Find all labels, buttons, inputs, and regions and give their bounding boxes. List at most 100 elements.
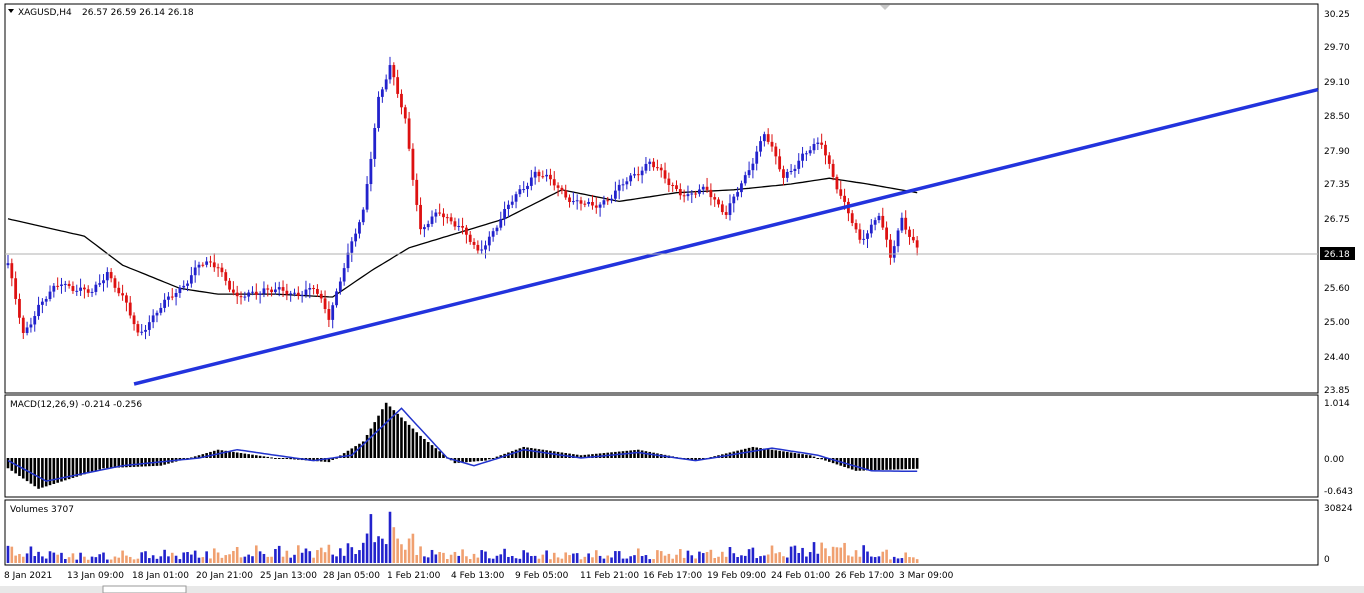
candle-body	[193, 267, 197, 276]
candle-body	[289, 293, 293, 295]
macd-histogram-bar	[266, 456, 270, 458]
candle-body	[625, 181, 629, 185]
macd-histogram-bar	[312, 458, 315, 461]
macd-histogram-bar	[877, 458, 881, 471]
volume-bar	[144, 551, 147, 563]
candle-body	[770, 141, 774, 147]
volume-bar	[763, 555, 766, 563]
candle-body	[56, 285, 60, 287]
candle-body	[205, 261, 209, 265]
macd-histogram-bar	[79, 458, 82, 476]
candle-body	[228, 280, 231, 290]
candle-body	[182, 285, 186, 288]
candle-body	[591, 201, 594, 206]
candle-body	[365, 184, 369, 210]
chart-tab[interactable]	[102, 585, 187, 593]
candle-body	[579, 200, 583, 204]
volume-bar	[415, 554, 419, 563]
macd-histogram-bar	[121, 458, 124, 468]
candle-body	[350, 241, 354, 253]
candle-body	[468, 234, 472, 242]
macd-histogram-bar	[411, 428, 415, 458]
volume-bar	[892, 556, 896, 563]
candle-body	[656, 167, 659, 169]
volume-bar	[52, 552, 56, 563]
volume-bar	[56, 554, 59, 563]
candle-body	[564, 190, 568, 198]
macd-histogram-bar	[698, 458, 701, 460]
volume-bar	[342, 555, 346, 563]
macd-histogram-bar	[197, 455, 201, 458]
volume-bar	[782, 556, 785, 563]
volume-bar	[858, 556, 862, 563]
volume-bar	[774, 553, 778, 563]
candle-body	[434, 212, 438, 217]
chart-menu-icon[interactable]	[8, 9, 14, 13]
volume-bar	[6, 545, 10, 563]
volume-bar	[533, 555, 537, 563]
volume-bar	[602, 558, 606, 563]
candle-body	[839, 189, 843, 196]
candle-body	[323, 298, 327, 310]
volume-bar	[426, 557, 430, 563]
time-tick: 13 Jan 09:00	[67, 571, 124, 581]
candle-body	[698, 189, 701, 194]
volume-bar	[545, 550, 548, 563]
candle-body	[258, 293, 262, 295]
volume-bar	[682, 557, 686, 563]
macd-histogram-bar	[247, 454, 250, 458]
volume-bar	[770, 545, 774, 563]
macd-histogram-bar	[327, 458, 331, 463]
macd-histogram-bar	[342, 453, 346, 458]
candle-body	[40, 301, 44, 305]
macd-label: MACD(12,26,9) -0.214 -0.256	[10, 400, 142, 410]
volume-bar	[316, 550, 319, 563]
candle-body	[896, 230, 900, 247]
macd-histogram-bar	[465, 458, 468, 463]
macd-histogram-bar	[480, 458, 483, 461]
macd-histogram-bar	[228, 451, 231, 458]
macd-histogram-bar	[866, 458, 869, 471]
candle-body	[163, 299, 167, 308]
volume-bar	[434, 554, 438, 563]
volume-bar	[881, 551, 885, 563]
volume-bar	[633, 555, 636, 563]
volume-bar	[591, 557, 594, 563]
macd-histogram-bar	[785, 451, 789, 458]
macd-histogram-bar	[816, 458, 820, 459]
volume-bar	[839, 547, 843, 563]
macd-histogram-bar	[640, 450, 644, 458]
macd-histogram-bar	[572, 454, 575, 458]
candle-body	[457, 225, 461, 227]
volume-bar	[174, 555, 178, 563]
volume-bar	[178, 559, 182, 563]
macd-histogram-bar	[824, 458, 827, 461]
volume-bar	[491, 558, 495, 563]
candle-body	[33, 316, 37, 325]
volume-bar	[190, 554, 193, 563]
chart-shift-icon[interactable]	[880, 5, 890, 10]
volume-bar	[354, 554, 357, 563]
macd-histogram-bar	[545, 450, 548, 458]
candle-body	[533, 171, 537, 178]
candle-body	[594, 205, 598, 208]
trendline	[133, 87, 1319, 386]
candle-body	[79, 287, 82, 291]
volume-bar	[29, 546, 33, 563]
volume-bar	[449, 554, 453, 563]
candle-body	[824, 144, 827, 156]
macd-histogram-bar	[488, 458, 491, 460]
macd-histogram-bar	[774, 450, 778, 458]
macd-histogram-bar	[438, 451, 441, 458]
macd-histogram-bar	[117, 458, 121, 468]
volume-bar	[400, 544, 403, 563]
candle-body	[476, 244, 480, 251]
candle-body	[327, 309, 331, 320]
macd-histogram-bar	[281, 458, 285, 459]
candle-body	[426, 223, 430, 228]
macd-histogram-bar	[37, 458, 40, 489]
macd-histogram-bar	[136, 458, 140, 467]
volume-bar	[83, 556, 86, 563]
candle-body	[671, 185, 675, 187]
